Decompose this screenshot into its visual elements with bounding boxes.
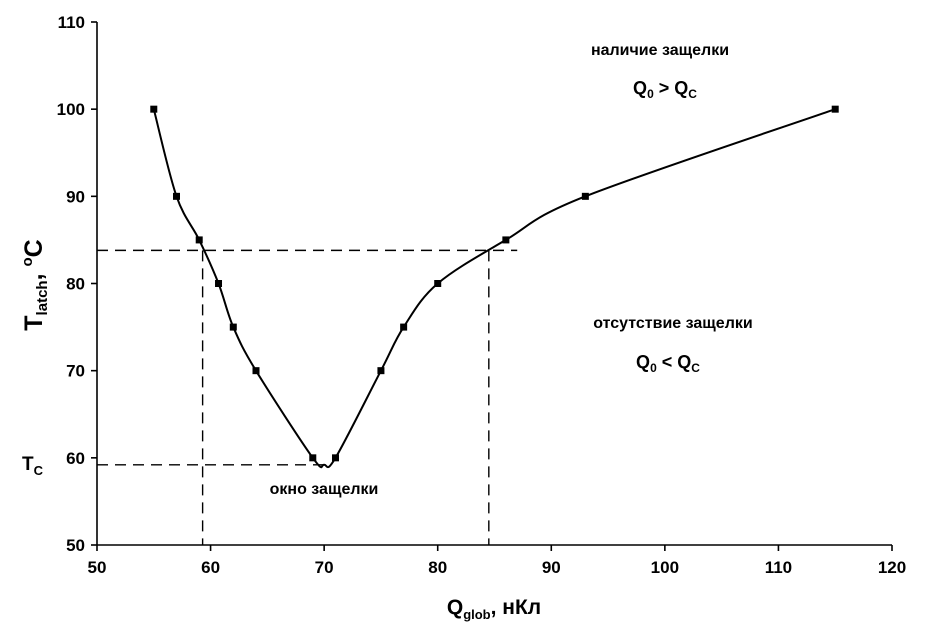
data-point bbox=[434, 280, 442, 287]
reference-lines bbox=[97, 249, 518, 545]
y-tick-label: 110 bbox=[58, 13, 85, 32]
y-tick-label: 60 bbox=[66, 449, 85, 468]
y-tick-label: 100 bbox=[57, 100, 85, 119]
x-tick-label: 70 bbox=[315, 558, 334, 577]
data-point bbox=[252, 367, 260, 375]
data-point bbox=[400, 323, 408, 331]
x-tick-label: 100 bbox=[651, 558, 679, 577]
x-tick-label: 110 bbox=[765, 558, 792, 577]
x-tick-label: 60 bbox=[201, 558, 220, 577]
axis-labels: Qglob, нКл Tlatch, oC TC bbox=[19, 239, 541, 622]
data-point bbox=[332, 454, 339, 462]
y-tick-label: 90 bbox=[66, 187, 85, 206]
x-tick-label: 80 bbox=[428, 558, 447, 577]
data-point bbox=[377, 367, 385, 375]
latch-absent-label: отсутствие защелки bbox=[593, 315, 752, 332]
y-tick-label: 50 bbox=[66, 536, 85, 555]
latch-present-label: наличие защелки bbox=[591, 42, 729, 59]
tc-label: TC bbox=[22, 454, 44, 478]
latch-absent-formula: Q0 < QC bbox=[636, 352, 700, 375]
data-point bbox=[150, 105, 158, 113]
curve-layer bbox=[152, 108, 836, 469]
data-markers bbox=[150, 105, 839, 462]
data-point bbox=[195, 236, 203, 244]
x-axis-label: Qglob, нКл bbox=[447, 596, 541, 622]
annotations: наличие защелки Q0 > QC отсутствие защел… bbox=[270, 42, 753, 498]
y-tick-label: 80 bbox=[66, 275, 85, 294]
x-tick-label: 90 bbox=[542, 558, 561, 577]
series-line bbox=[152, 108, 836, 469]
latch-present-formula: Q0 > QC bbox=[633, 78, 697, 101]
data-point bbox=[215, 280, 223, 287]
y-axis-label: Tlatch, oC bbox=[19, 239, 51, 330]
x-tick-label: 50 bbox=[88, 558, 107, 577]
tick-labels: 50 60 70 80 90 100 110 50 60 70 80 90 100 110 120 bbox=[57, 13, 907, 577]
data-point bbox=[309, 454, 317, 462]
axes bbox=[91, 21, 893, 551]
data-point bbox=[173, 192, 180, 200]
latch-window-label: окно защелки bbox=[270, 481, 379, 498]
data-point bbox=[831, 105, 839, 113]
y-tick-label: 70 bbox=[66, 362, 85, 381]
x-tick-label: 120 bbox=[878, 558, 906, 577]
data-point bbox=[502, 236, 510, 244]
data-point bbox=[581, 192, 589, 200]
data-point bbox=[229, 323, 237, 331]
